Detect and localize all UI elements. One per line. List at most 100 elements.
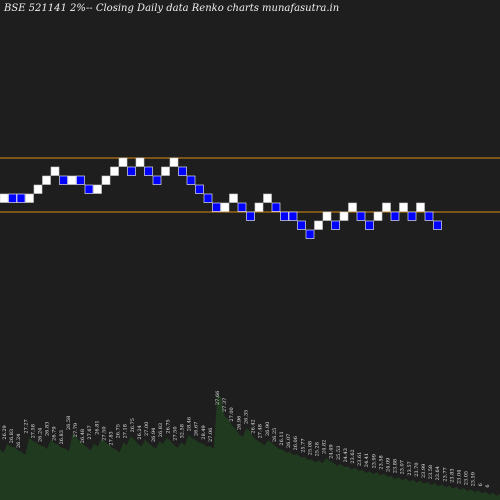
down-brick <box>246 211 255 221</box>
volume-label: 32.58 <box>180 424 186 438</box>
volume-area <box>0 394 500 500</box>
up-brick <box>399 202 408 212</box>
down-brick <box>178 166 187 176</box>
volume-label: 6 <box>485 484 491 487</box>
volume-label: 27.27 <box>23 419 29 433</box>
up-brick <box>110 166 119 176</box>
volume-label: 26.48 <box>80 429 86 443</box>
volume-label: 24.49 <box>329 444 335 458</box>
up-brick <box>339 211 349 221</box>
down-brick <box>195 184 204 194</box>
volume-label: 26.94 <box>151 428 157 442</box>
up-brick <box>33 184 43 194</box>
up-brick <box>229 193 238 203</box>
down-brick <box>76 175 85 185</box>
volume-label: 26.25 <box>272 428 278 442</box>
up-brick <box>25 193 34 203</box>
down-brick <box>407 211 417 221</box>
volume-label: 25.08 <box>307 441 313 455</box>
down-brick <box>8 193 17 203</box>
up-brick <box>373 211 383 221</box>
volume-label: 26.24 <box>16 434 22 448</box>
volume-label: 23.88 <box>393 459 399 473</box>
volume-label: 26.83 <box>45 422 51 436</box>
volume-label: 23.58 <box>428 465 434 479</box>
volume-label: 26.75 <box>116 424 122 438</box>
volume-label: 23.62 <box>350 449 356 463</box>
volume-label: 27.50 <box>101 426 107 440</box>
volume-label: 28.46 <box>187 417 193 431</box>
up-brick <box>135 157 145 167</box>
volume-label: 26.67 <box>194 422 200 436</box>
up-brick <box>50 166 60 176</box>
volume-label: 27.50 <box>172 426 178 440</box>
up-brick <box>42 175 51 185</box>
up-brick <box>101 175 111 185</box>
volume-label: 28.49 <box>201 425 207 439</box>
volume-label: 26.83 <box>59 430 65 444</box>
volume-label: 24.82 <box>322 440 328 454</box>
down-brick <box>433 220 442 230</box>
down-brick <box>144 166 153 176</box>
volume-label: 26.83 <box>9 429 15 443</box>
up-brick <box>161 166 170 176</box>
down-brick <box>390 211 400 221</box>
volume-label: 26.75 <box>130 418 136 432</box>
volume-label: 26.11 <box>279 431 285 445</box>
volume-label: 27.58 <box>30 424 36 438</box>
volume-label: 24.09 <box>386 458 392 472</box>
volume-label: 23.99 <box>371 454 377 468</box>
volume-label: 23.61 <box>357 452 363 466</box>
volume-label: 26.79 <box>52 426 58 440</box>
renko-bricks <box>0 157 442 239</box>
volume-label: 23.05 <box>464 471 470 485</box>
down-brick <box>84 184 94 194</box>
up-brick <box>93 184 102 194</box>
down-brick <box>297 220 306 230</box>
volume-label: 26.24 <box>137 425 143 439</box>
volume-label: 26.24 <box>38 428 44 442</box>
volume-label: 27.66 <box>215 391 221 405</box>
volume-label: 26.90 <box>265 422 271 436</box>
down-brick <box>186 175 196 185</box>
volume-label: 27.48 <box>258 424 264 438</box>
volume-label: 27.06 <box>208 428 214 442</box>
down-brick <box>280 211 289 221</box>
up-brick <box>263 193 272 203</box>
up-brick <box>416 202 425 212</box>
volume-label: 23.77 <box>442 467 448 481</box>
down-brick <box>365 220 374 230</box>
volume-label: 26.96 <box>236 416 242 430</box>
volume-label: 26.75 <box>165 419 171 433</box>
volume-fill <box>0 394 500 500</box>
volume-label: 6 <box>478 483 484 486</box>
volume-label: 27.83 <box>109 431 115 445</box>
up-brick <box>0 193 9 203</box>
volume-label: 26.58 <box>66 416 72 430</box>
up-brick <box>169 157 179 167</box>
volume-label: 27.00 <box>229 407 235 421</box>
up-brick <box>67 175 77 185</box>
volume-label: 27.18 <box>123 424 129 438</box>
level-lines <box>0 157 500 213</box>
up-brick <box>254 202 264 212</box>
down-brick <box>212 202 221 212</box>
volume-label: 27.79 <box>73 423 79 437</box>
volume-label: 25.28 <box>315 442 321 456</box>
volume-label: 23.59 <box>471 472 477 486</box>
up-brick <box>118 157 128 167</box>
up-brick <box>322 211 332 221</box>
volume-label: 26.07 <box>286 434 292 448</box>
chart-title: BSE 521141 2%-- Closing Daily data Renko… <box>4 3 340 14</box>
down-brick <box>127 166 136 176</box>
volume-label: 26.35 <box>243 410 249 424</box>
volume-label: 23.58 <box>378 455 384 469</box>
volume-label: 26.29 <box>2 425 8 439</box>
volume-label: 23.99 <box>421 464 427 478</box>
down-brick <box>16 193 26 203</box>
volume-label: 23.57 <box>407 461 413 475</box>
down-brick <box>59 175 68 185</box>
